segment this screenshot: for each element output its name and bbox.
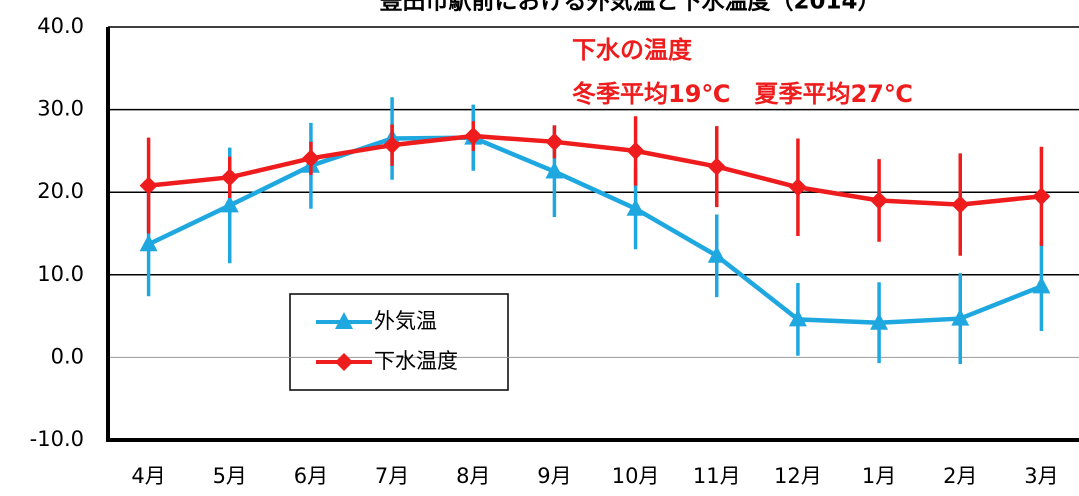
marker (626, 141, 645, 160)
marker (220, 168, 239, 187)
x-tick-label: 9月 (537, 464, 571, 488)
marker (788, 178, 807, 197)
marker (788, 309, 807, 327)
annotation: 下水の温度 (572, 36, 693, 64)
marker (464, 127, 483, 146)
marker (707, 157, 726, 176)
y-tick-label: -10.0 (30, 427, 84, 451)
x-tick-label: 1月 (862, 464, 896, 488)
marker (545, 132, 564, 151)
marker (951, 195, 970, 214)
marker (139, 234, 158, 252)
x-tick-label: 8月 (456, 464, 490, 488)
x-tick-label: 4月 (131, 464, 165, 488)
x-tick-label: 12月 (774, 464, 822, 488)
marker (1032, 276, 1051, 294)
x-tick-label: 6月 (294, 464, 328, 488)
marker (1032, 187, 1051, 206)
marker (301, 149, 320, 168)
marker (707, 245, 726, 263)
marker (951, 308, 970, 326)
y-tick-label: 20.0 (37, 179, 84, 203)
series-line (148, 133, 1042, 207)
x-tick-label: 10月 (612, 464, 660, 488)
marker (870, 191, 889, 210)
annotation: 冬季平均19℃ 夏季平均27℃ (572, 80, 913, 108)
series-line (147, 135, 1043, 325)
marker (870, 312, 889, 330)
y-tick-label: 30.0 (37, 97, 84, 121)
marker (335, 312, 353, 329)
x-tick-label: 5月 (213, 464, 247, 488)
marker (220, 195, 239, 213)
marker (335, 353, 353, 371)
x-tick-label: 7月 (375, 464, 409, 488)
marker (626, 198, 645, 216)
legend-box (289, 293, 509, 391)
y-tick-label: 10.0 (37, 262, 84, 286)
x-tick-label: 2月 (943, 464, 977, 488)
y-tick-label: 0.0 (51, 344, 84, 368)
x-tick-label: 11月 (693, 464, 741, 488)
x-tick-label: 3月 (1024, 464, 1058, 488)
plot-frame (106, 27, 1079, 442)
legend-label: 下水温度 (374, 349, 458, 373)
chart-title: 豊田市駅前における外気温と下水温度（2014） (379, 0, 880, 15)
marker (139, 176, 158, 195)
legend-label: 外気温 (374, 309, 437, 333)
marker (383, 136, 402, 155)
marker (545, 161, 564, 179)
y-tick-label: 40.0 (37, 14, 84, 38)
